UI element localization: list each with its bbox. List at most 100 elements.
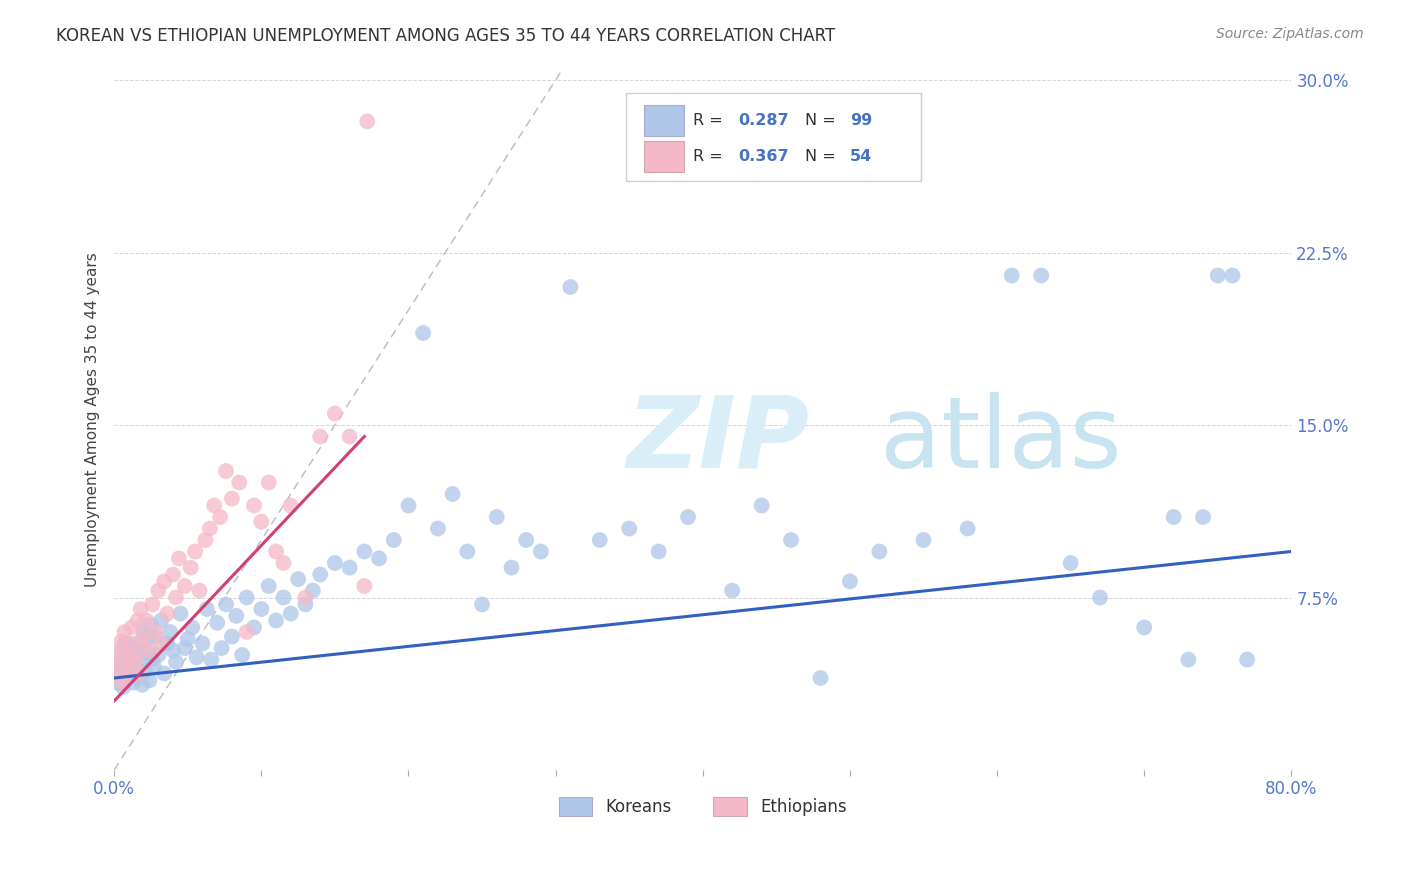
Point [1088,591,1111,605]
Text: N =: N = [806,149,841,164]
Point [243,620,266,634]
Point [647,544,669,558]
Point [128,657,150,672]
Point [456,544,478,558]
Point [125,652,148,666]
Point [441,487,464,501]
Point [250,602,273,616]
Text: R =: R = [693,149,728,164]
Point [180,560,202,574]
Point [191,636,214,650]
Point [105,666,128,681]
Text: 0.367: 0.367 [738,149,789,164]
Point [165,655,187,669]
Point [221,630,243,644]
Point [194,533,217,547]
Point [1031,268,1053,283]
Point [309,567,332,582]
Point [122,648,145,662]
Point [156,607,179,621]
Point [353,544,375,558]
Point [148,583,170,598]
Point [368,551,391,566]
Point [202,499,225,513]
Point [426,521,449,535]
Point [173,641,195,656]
Point [186,650,208,665]
Point [221,491,243,506]
Point [485,510,508,524]
Point [162,567,184,582]
Point [211,641,233,656]
Point [264,614,287,628]
Point [125,636,148,650]
Point [184,544,207,558]
Point [121,620,143,634]
Point [868,544,890,558]
Point [309,429,332,443]
Point [115,659,138,673]
Point [107,643,129,657]
Text: Source: ZipAtlas.com: Source: ZipAtlas.com [1216,27,1364,41]
Point [356,114,378,128]
Point [132,630,155,644]
Point [104,659,127,673]
Point [1206,268,1229,283]
Point [114,636,136,650]
Point [195,602,218,616]
Point [1059,556,1081,570]
Point [121,641,143,656]
Point [287,572,309,586]
Point [118,636,141,650]
Point [139,618,162,632]
Point [398,499,420,513]
Point [257,579,280,593]
Point [135,614,157,628]
Point [181,620,204,634]
Point [145,625,167,640]
Point [136,646,159,660]
Point [560,280,582,294]
Point [1001,268,1024,283]
Point [108,652,131,666]
Point [501,560,523,574]
Point [280,607,302,621]
Point [243,499,266,513]
Point [129,643,152,657]
Point [127,669,149,683]
Point [231,648,253,662]
Point [838,574,860,589]
Point [339,560,361,574]
Text: R =: R = [693,113,728,128]
Point [619,521,641,535]
Point [165,591,187,605]
Point [124,650,146,665]
Point [339,429,361,443]
Point [114,625,136,640]
Point [134,664,156,678]
Point [294,598,316,612]
Point [205,615,228,630]
Point [810,671,832,685]
Point [215,464,238,478]
Point [250,515,273,529]
Point [1163,510,1185,524]
Point [382,533,405,547]
Point [141,652,163,666]
Point [1192,510,1215,524]
Point [117,648,139,662]
Point [225,608,247,623]
Point [111,675,134,690]
Point [131,678,153,692]
Text: ZIP: ZIP [626,392,810,489]
Point [273,556,295,570]
Point [515,533,537,547]
Point [323,556,346,570]
Text: N =: N = [806,113,841,128]
Point [412,326,434,340]
Point [138,643,160,657]
Point [177,632,200,646]
Point [153,574,176,589]
Legend: Koreans, Ethiopians: Koreans, Ethiopians [551,789,855,825]
Point [138,673,160,688]
